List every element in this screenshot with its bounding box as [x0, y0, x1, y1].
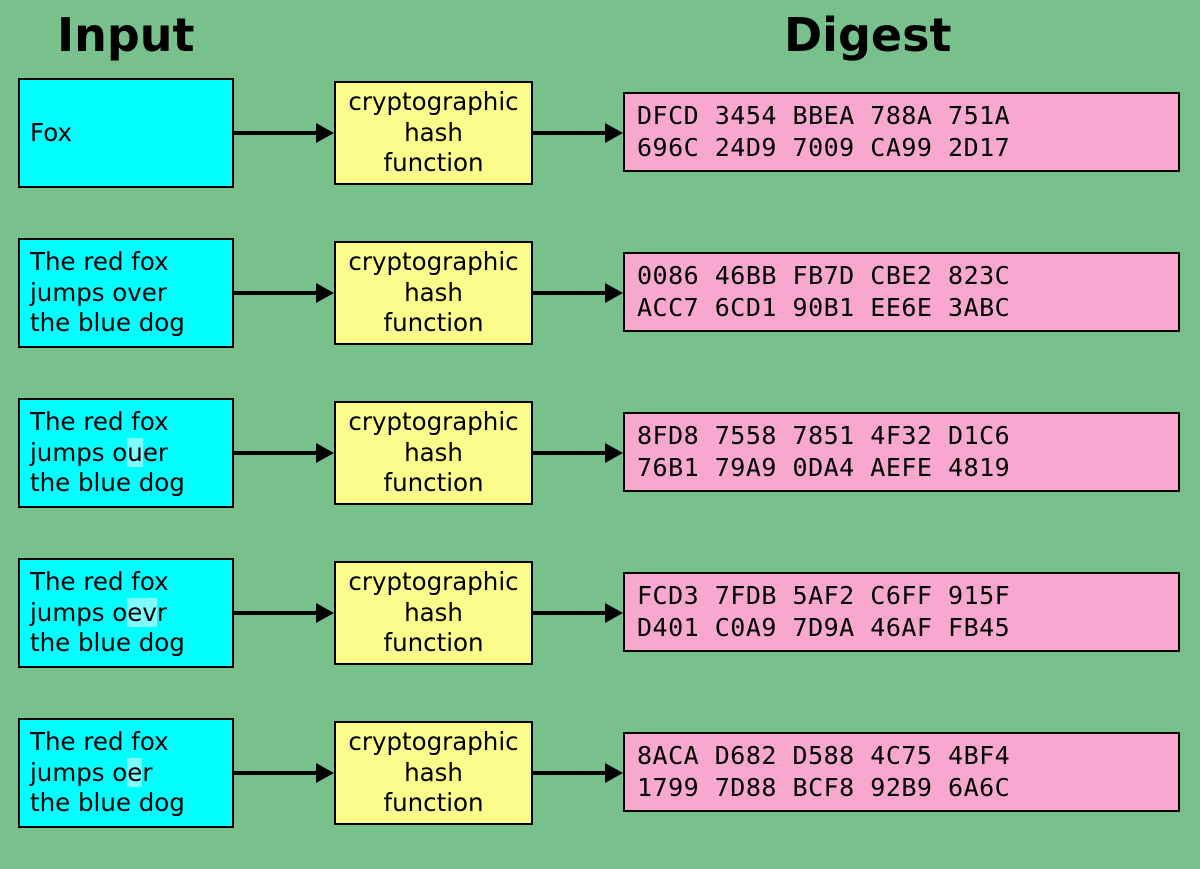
arrow-icon [234, 443, 334, 463]
digest-text: 0086 46BB FB7D CBE2 823C ACC7 6CD1 90B1 … [637, 260, 1010, 324]
hash-function-box: cryptographichashfunction [334, 561, 533, 665]
hash-row: The red foxjumps oerthe blue dog cryptog… [18, 718, 1182, 836]
input-box: The red foxjumps oevrthe blue dog [18, 558, 234, 668]
input-text: The red foxjumps overthe blue dog [30, 247, 185, 339]
arrow-icon [533, 603, 623, 623]
arrow-icon [533, 123, 623, 143]
input-text: The red foxjumps ouerthe blue dog [30, 407, 185, 499]
hash-function-label: cryptographichashfunction [348, 247, 518, 339]
digest-box: 0086 46BB FB7D CBE2 823C ACC7 6CD1 90B1 … [623, 252, 1180, 332]
heading-input: Input [57, 8, 195, 62]
hash-row: Fox cryptographichashfunction DFCD 3454 … [18, 78, 1182, 196]
digest-box: 8ACA D682 D588 4C75 4BF4 1799 7D88 BCF8 … [623, 732, 1180, 812]
hash-function-label: cryptographichashfunction [348, 567, 518, 659]
arrow-icon [533, 283, 623, 303]
hash-row: The red foxjumps overthe blue dog crypto… [18, 238, 1182, 356]
input-box: The red foxjumps oerthe blue dog [18, 718, 234, 828]
hash-row: The red foxjumps oevrthe blue dog crypto… [18, 558, 1182, 676]
input-text: Fox [30, 118, 72, 149]
input-text: The red foxjumps oerthe blue dog [30, 727, 185, 819]
digest-text: FCD3 7FDB 5AF2 C6FF 915F D401 C0A9 7D9A … [637, 580, 1010, 644]
hash-function-box: cryptographichashfunction [334, 401, 533, 505]
arrow-icon [533, 443, 623, 463]
digest-box: FCD3 7FDB 5AF2 C6FF 915F D401 C0A9 7D9A … [623, 572, 1180, 652]
hash-function-label: cryptographichashfunction [348, 727, 518, 819]
input-box: Fox [18, 78, 234, 188]
heading-digest: Digest [784, 8, 951, 62]
digest-text: DFCD 3454 BBEA 788A 751A 696C 24D9 7009 … [637, 100, 1010, 164]
digest-box: 8FD8 7558 7851 4F32 D1C6 76B1 79A9 0DA4 … [623, 412, 1180, 492]
input-box: The red foxjumps ouerthe blue dog [18, 398, 234, 508]
hash-function-label: cryptographichashfunction [348, 87, 518, 179]
arrow-icon [234, 283, 334, 303]
arrow-icon [234, 123, 334, 143]
digest-text: 8ACA D682 D588 4C75 4BF4 1799 7D88 BCF8 … [637, 740, 1010, 804]
hash-function-box: cryptographichashfunction [334, 721, 533, 825]
hash-row: The red foxjumps ouerthe blue dog crypto… [18, 398, 1182, 516]
digest-text: 8FD8 7558 7851 4F32 D1C6 76B1 79A9 0DA4 … [637, 420, 1010, 484]
arrow-icon [234, 603, 334, 623]
arrow-icon [533, 763, 623, 783]
input-box: The red foxjumps overthe blue dog [18, 238, 234, 348]
hash-function-label: cryptographichashfunction [348, 407, 518, 499]
hash-function-box: cryptographichashfunction [334, 81, 533, 185]
arrow-icon [234, 763, 334, 783]
input-text: The red foxjumps oevrthe blue dog [30, 567, 185, 659]
digest-box: DFCD 3454 BBEA 788A 751A 696C 24D9 7009 … [623, 92, 1180, 172]
hash-function-box: cryptographichashfunction [334, 241, 533, 345]
